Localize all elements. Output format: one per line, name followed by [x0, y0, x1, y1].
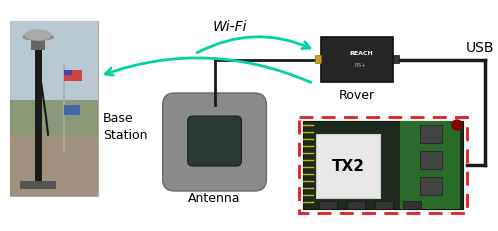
FancyBboxPatch shape — [400, 122, 460, 209]
Text: TX2: TX2 — [332, 159, 365, 174]
Text: Wi-Fi: Wi-Fi — [212, 20, 247, 34]
Text: REACH: REACH — [349, 51, 373, 56]
FancyBboxPatch shape — [403, 201, 421, 209]
FancyBboxPatch shape — [10, 22, 98, 196]
Text: Antenna: Antenna — [188, 191, 241, 204]
Text: USB: USB — [466, 41, 494, 55]
FancyBboxPatch shape — [321, 38, 393, 83]
FancyBboxPatch shape — [420, 151, 442, 169]
FancyBboxPatch shape — [64, 106, 80, 116]
FancyBboxPatch shape — [375, 201, 393, 209]
FancyBboxPatch shape — [163, 94, 266, 191]
FancyBboxPatch shape — [316, 134, 380, 198]
FancyBboxPatch shape — [420, 125, 442, 143]
Text: RS+: RS+ — [355, 63, 367, 68]
FancyBboxPatch shape — [10, 22, 98, 118]
FancyBboxPatch shape — [347, 201, 365, 209]
Text: Rover: Rover — [339, 89, 375, 102]
FancyBboxPatch shape — [303, 122, 463, 209]
FancyBboxPatch shape — [20, 181, 56, 189]
FancyBboxPatch shape — [64, 71, 82, 82]
FancyBboxPatch shape — [31, 39, 45, 51]
FancyBboxPatch shape — [299, 118, 467, 213]
FancyBboxPatch shape — [10, 118, 98, 196]
FancyBboxPatch shape — [393, 56, 399, 64]
Ellipse shape — [23, 35, 53, 41]
FancyBboxPatch shape — [319, 201, 337, 209]
FancyBboxPatch shape — [64, 71, 72, 76]
Ellipse shape — [452, 121, 462, 131]
FancyBboxPatch shape — [10, 100, 98, 135]
Text: Base
Station: Base Station — [103, 112, 147, 141]
FancyBboxPatch shape — [315, 56, 321, 64]
FancyBboxPatch shape — [420, 177, 442, 195]
Ellipse shape — [25, 31, 51, 41]
FancyBboxPatch shape — [188, 116, 242, 166]
